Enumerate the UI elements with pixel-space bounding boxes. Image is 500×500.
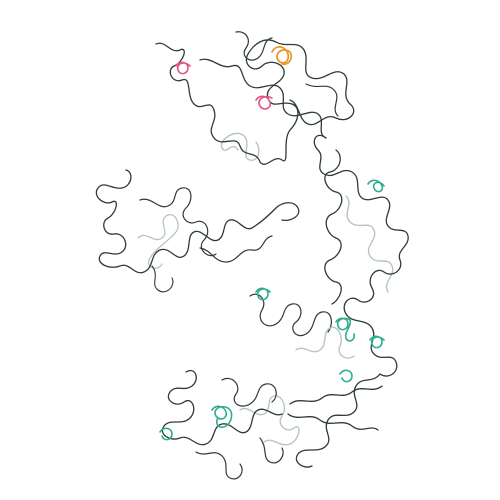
backbone-segment [239, 395, 300, 446]
chain-left-domain [95, 169, 300, 293]
residue-orange [271, 46, 293, 66]
backbone-segment [137, 213, 179, 269]
backbone-segment [259, 437, 284, 464]
backbone-segment [295, 326, 355, 359]
backbone-segment [287, 385, 383, 431]
residue-pink [255, 95, 273, 110]
backbone-segment [155, 39, 355, 165]
helix-segment [335, 317, 356, 342]
backbone-segment [305, 83, 339, 117]
residue-highlights [175, 46, 293, 110]
backbone-segment [345, 195, 394, 293]
backbone-segment [199, 235, 273, 263]
helix-segment [211, 405, 233, 429]
backbone-segment [313, 134, 409, 377]
helix-segment [369, 335, 385, 349]
backbone-segment [199, 58, 327, 139]
backbone-segment [95, 169, 300, 274]
helix-highlights [159, 179, 385, 441]
chain-lower-domain [161, 326, 383, 480]
backbone-segment [249, 293, 332, 337]
backbone-segment [235, 31, 273, 61]
helix-segment [339, 369, 353, 383]
helix-segment [367, 179, 385, 193]
backbone-segment [324, 149, 343, 305]
backbone-segment [221, 377, 277, 407]
helix-segment [159, 427, 173, 441]
backbone-segment [195, 451, 243, 480]
backbone-segment [220, 132, 260, 161]
backbone-segment [151, 265, 174, 293]
chain-upper-domain [155, 31, 355, 165]
backbone-segment [161, 369, 283, 446]
helix-segment [255, 287, 271, 301]
backbone-segment [139, 187, 217, 257]
backbone-segment [295, 373, 381, 468]
residue-pink [175, 61, 191, 75]
